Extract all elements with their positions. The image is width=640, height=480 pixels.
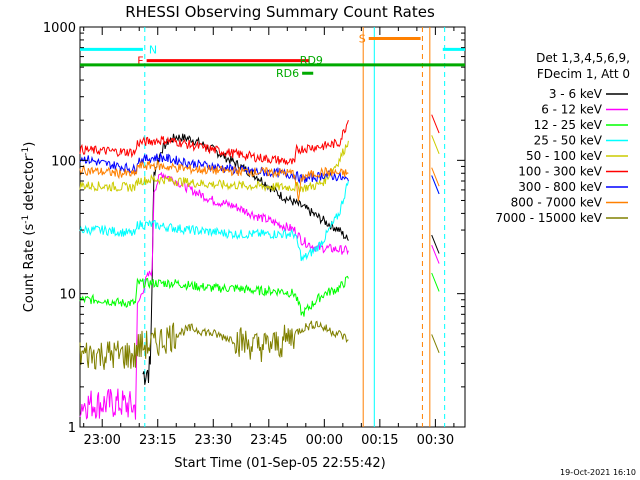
footer-date: 19-Oct-2021 16:10 bbox=[560, 468, 636, 477]
series-line-8 bbox=[79, 320, 349, 370]
x-tick-label-6: 00:30 bbox=[417, 433, 454, 448]
y-axis-label-end: ) bbox=[22, 142, 37, 147]
y-axis-label-sup2: -1 bbox=[21, 147, 31, 156]
legend-label-0: 3 - 6 keV bbox=[549, 87, 603, 101]
y-tick-label-2: 100 bbox=[51, 154, 76, 169]
series-line-6 bbox=[79, 151, 349, 184]
series-line-3 bbox=[79, 180, 349, 262]
legend-label-6: 300 - 800 keV bbox=[518, 180, 602, 194]
series-line-2 bbox=[79, 275, 349, 317]
legend-label-5: 100 - 300 keV bbox=[518, 165, 602, 179]
flag-label-0: N bbox=[149, 43, 157, 56]
flag-label-4: S bbox=[359, 32, 366, 45]
legend-label-1: 6 - 12 keV bbox=[541, 103, 603, 117]
flag-label-2: RD9 bbox=[300, 54, 323, 67]
chart-title: RHESSI Observing Summary Count Rates bbox=[125, 3, 435, 21]
x-tick-label-0: 23:00 bbox=[83, 433, 120, 448]
series-line-1 bbox=[79, 171, 349, 420]
legend-header-line-2: FDecim 1, Att 0 bbox=[537, 67, 630, 81]
legend-label-2: 12 - 25 keV bbox=[534, 118, 603, 132]
series-tail-1 bbox=[431, 245, 440, 264]
legend-header-line-1: Det 1,3,4,5,6,9, bbox=[536, 51, 630, 65]
series-line-4 bbox=[79, 140, 349, 194]
series-tail-8 bbox=[431, 334, 440, 353]
plot-frame bbox=[79, 26, 466, 428]
y-axis-label-main: Count Rate (s bbox=[22, 224, 37, 313]
x-tick-label-3: 23:45 bbox=[250, 433, 287, 448]
series-tail-4 bbox=[431, 135, 440, 154]
y-tick-label-0: 1 bbox=[68, 421, 76, 436]
series-tail-6 bbox=[431, 175, 440, 195]
legend-label-3: 25 - 50 keV bbox=[534, 134, 603, 148]
x-tick-label-2: 23:30 bbox=[195, 433, 232, 448]
legend-label-4: 50 - 100 keV bbox=[526, 149, 603, 163]
y-axis-label-mid: detector bbox=[22, 155, 37, 215]
x-axis-label: Start Time (01-Sep-05 22:55:42) bbox=[174, 456, 385, 471]
x-tick-label-1: 23:15 bbox=[139, 433, 176, 448]
y-tick-label-1: 10 bbox=[59, 288, 76, 303]
axes: 23:00 23:15 23:30 23:45 00:00 00:15 00:30 1 10 10… bbox=[43, 21, 465, 448]
y-axis-label-sup1: -1 bbox=[21, 215, 31, 224]
y-axis-label: Count Rate (s-1 detector-1) bbox=[21, 142, 37, 313]
legend-label-8: 7000 - 15000 keV bbox=[495, 211, 602, 225]
x-tick-label-5: 00:15 bbox=[361, 433, 398, 448]
series-line-5 bbox=[79, 120, 349, 166]
flag-label-3: RD6 bbox=[276, 67, 299, 80]
flag-label-1: F bbox=[137, 55, 143, 68]
series-tail-0 bbox=[431, 234, 440, 254]
legend-label-7: 800 - 7000 keV bbox=[511, 196, 603, 210]
series-tail-2 bbox=[431, 272, 440, 292]
series-line-7 bbox=[79, 160, 349, 202]
x-tick-label-4: 00:00 bbox=[306, 433, 343, 448]
series-tail-5 bbox=[431, 114, 440, 134]
y-tick-label-3: 1000 bbox=[43, 21, 76, 36]
series-tail-7 bbox=[431, 167, 440, 187]
series-line-0 bbox=[142, 133, 349, 385]
